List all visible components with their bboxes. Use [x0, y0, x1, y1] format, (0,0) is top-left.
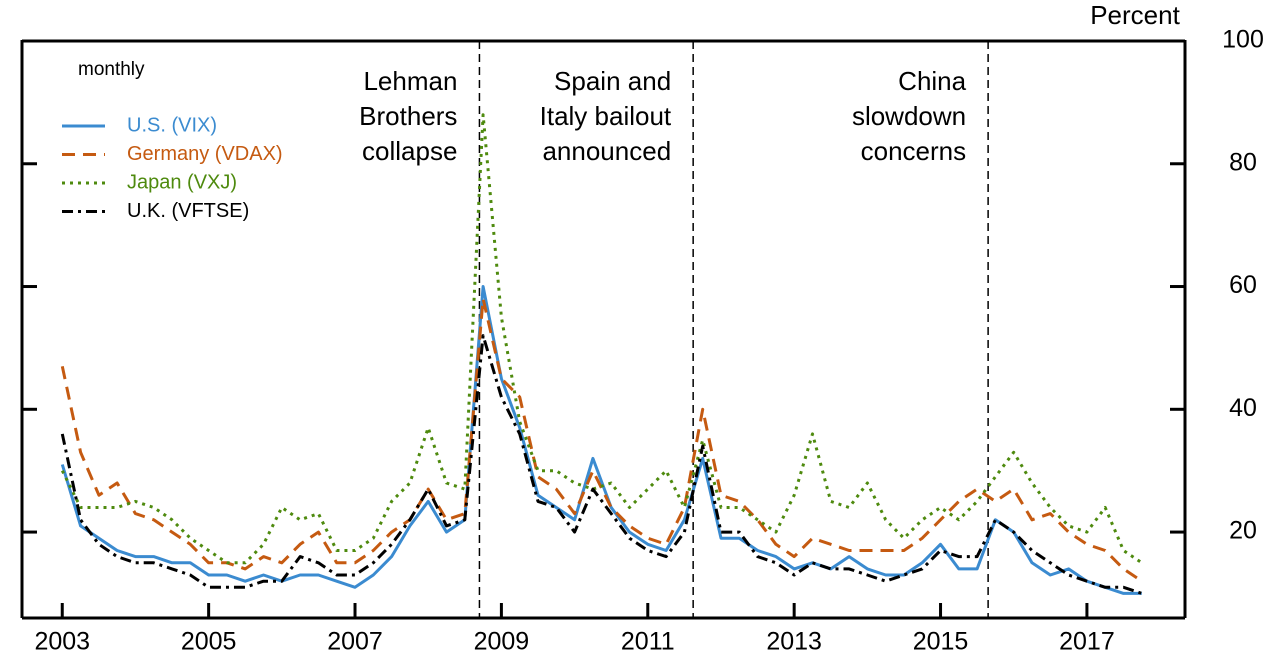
- x-tick-label: 2013: [766, 628, 822, 656]
- series-line: [60, 297, 1143, 583]
- y-tick-label: 80: [1229, 148, 1257, 176]
- annotation: concerns: [861, 136, 967, 166]
- annotation: slowdown: [852, 101, 966, 131]
- y-tick-label: 20: [1229, 517, 1257, 545]
- annotation: announced: [542, 136, 671, 166]
- annotation: collapse: [362, 136, 457, 166]
- x-tick-label: 2017: [1059, 628, 1115, 656]
- y-axis-label: Percent: [1090, 0, 1180, 30]
- x-tick-label: 2003: [34, 628, 90, 656]
- annotation: Italy bailout: [540, 101, 672, 131]
- x-tick-label: 2011: [621, 628, 675, 656]
- legend-label: Japan (VXJ): [127, 171, 237, 193]
- series-line: [60, 113, 1143, 565]
- x-tick-label: 2007: [327, 628, 383, 656]
- series-line: [60, 334, 1143, 595]
- y-tick-label: 60: [1229, 271, 1257, 299]
- legend-label: U.K. (VFTSE): [127, 200, 249, 222]
- x-tick-label: 2005: [181, 628, 237, 656]
- legend-label: Germany (VDAX): [127, 143, 283, 165]
- annotation: Spain and: [554, 66, 671, 96]
- annotation: China: [898, 66, 966, 96]
- annotation: Brothers: [359, 101, 457, 131]
- series-line: [60, 285, 1142, 595]
- annotation: Lehman: [363, 66, 457, 96]
- y-tick-label: 100: [1222, 26, 1264, 54]
- x-tick-label: 2015: [913, 628, 969, 656]
- y-tick-label: 40: [1229, 394, 1257, 422]
- legend-title: monthly: [78, 59, 145, 80]
- legend-label: U.S. (VIX): [127, 114, 217, 136]
- x-tick-label: 2009: [474, 628, 530, 656]
